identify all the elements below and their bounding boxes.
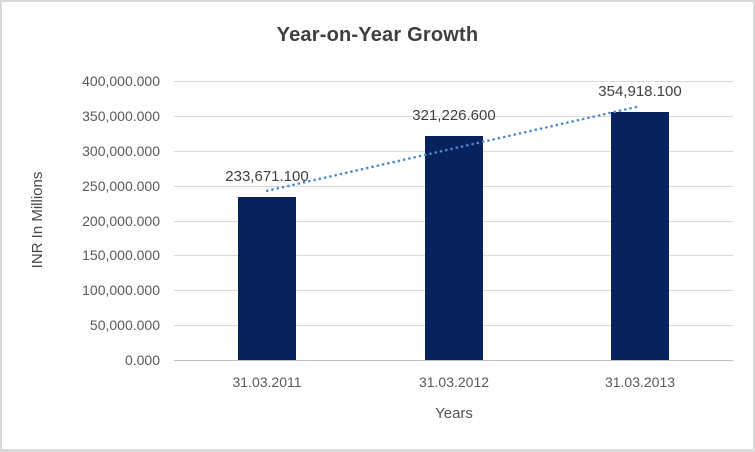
y-tick-label: 400,000.000 (82, 73, 160, 89)
x-tick-label: 31.03.2013 (604, 374, 676, 390)
x-axis-title: Years (435, 405, 473, 422)
data-label: 321,226.600 (412, 107, 496, 124)
bar (238, 197, 296, 360)
x-axis-line (174, 360, 733, 361)
y-tick-label: 0.000 (124, 352, 160, 368)
bar (611, 112, 669, 360)
y-tick-label: 250,000.000 (82, 178, 160, 194)
y-tick-label: 100,000.000 (82, 282, 160, 298)
y-tick-label: 150,000.000 (82, 247, 160, 263)
y-tick-label: 300,000.000 (82, 143, 160, 159)
data-label: 354,918.100 (598, 83, 682, 100)
gridline (174, 81, 733, 82)
y-axis-title: INR In Millions (29, 171, 46, 269)
y-tick-label: 200,000.000 (82, 213, 160, 229)
y-tick-label: 50,000.000 (89, 317, 160, 333)
data-label: 233,671.100 (225, 168, 309, 185)
x-tick-label: 31.03.2012 (418, 374, 490, 390)
x-tick-label: 31.03.2011 (232, 374, 302, 390)
y-tick-label: 350,000.000 (82, 108, 160, 124)
bar (425, 136, 483, 360)
chart-title: Year-on-Year Growth (276, 24, 479, 46)
